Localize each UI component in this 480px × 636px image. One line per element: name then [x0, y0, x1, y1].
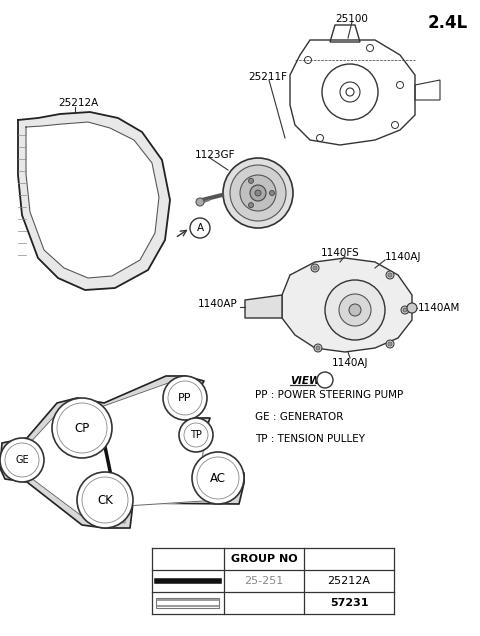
- Circle shape: [313, 266, 317, 270]
- Text: 1140AJ: 1140AJ: [385, 252, 421, 262]
- Text: VIEW: VIEW: [290, 376, 321, 386]
- Polygon shape: [18, 112, 170, 290]
- Circle shape: [407, 303, 417, 313]
- Circle shape: [386, 271, 394, 279]
- Circle shape: [388, 273, 392, 277]
- Text: CK: CK: [97, 494, 113, 506]
- Circle shape: [339, 294, 371, 326]
- Circle shape: [349, 304, 361, 316]
- Circle shape: [249, 203, 253, 207]
- Text: 25211F: 25211F: [248, 72, 287, 82]
- Circle shape: [192, 452, 244, 504]
- Circle shape: [250, 185, 266, 201]
- Text: GE : GENERATOR: GE : GENERATOR: [255, 412, 343, 422]
- Circle shape: [163, 376, 207, 420]
- Circle shape: [255, 190, 261, 196]
- Text: GE: GE: [15, 455, 29, 465]
- Polygon shape: [26, 122, 159, 278]
- Text: 1140AM: 1140AM: [418, 303, 460, 313]
- Text: 2.4L: 2.4L: [428, 14, 468, 32]
- Circle shape: [311, 264, 319, 272]
- Circle shape: [77, 472, 133, 528]
- Text: PP : POWER STEERING PUMP: PP : POWER STEERING PUMP: [255, 390, 403, 400]
- Circle shape: [240, 175, 276, 211]
- Text: 1140AP: 1140AP: [198, 299, 238, 309]
- Circle shape: [269, 191, 275, 195]
- Text: 25-251: 25-251: [244, 576, 284, 586]
- Text: 25212A: 25212A: [58, 98, 98, 108]
- Text: CP: CP: [74, 422, 90, 434]
- Circle shape: [196, 198, 204, 206]
- Circle shape: [249, 178, 253, 183]
- Text: 57231: 57231: [330, 598, 368, 608]
- Polygon shape: [282, 258, 412, 352]
- Text: 25212A: 25212A: [327, 576, 371, 586]
- Text: AC: AC: [210, 471, 226, 485]
- Text: PP: PP: [178, 393, 192, 403]
- Circle shape: [325, 280, 385, 340]
- Polygon shape: [7, 382, 237, 523]
- Text: A: A: [196, 223, 204, 233]
- Circle shape: [223, 158, 293, 228]
- Circle shape: [179, 418, 213, 452]
- Polygon shape: [245, 295, 282, 318]
- Text: 1140FS: 1140FS: [321, 248, 360, 258]
- Circle shape: [52, 398, 112, 458]
- Text: 1140AJ: 1140AJ: [332, 358, 368, 368]
- Circle shape: [386, 340, 394, 348]
- Circle shape: [388, 342, 392, 346]
- Text: 25100: 25100: [336, 14, 369, 24]
- Circle shape: [317, 372, 333, 388]
- Text: 1123GF: 1123GF: [195, 150, 236, 160]
- Circle shape: [230, 165, 286, 221]
- Circle shape: [403, 308, 407, 312]
- Circle shape: [316, 346, 320, 350]
- Text: GROUP NO: GROUP NO: [231, 554, 297, 564]
- Bar: [156, 598, 219, 608]
- Circle shape: [314, 344, 322, 352]
- Circle shape: [0, 438, 44, 482]
- Circle shape: [190, 218, 210, 238]
- Text: TP : TENSION PULLEY: TP : TENSION PULLEY: [255, 434, 365, 444]
- Text: TP: TP: [190, 430, 202, 440]
- Polygon shape: [0, 376, 244, 528]
- Circle shape: [401, 306, 409, 314]
